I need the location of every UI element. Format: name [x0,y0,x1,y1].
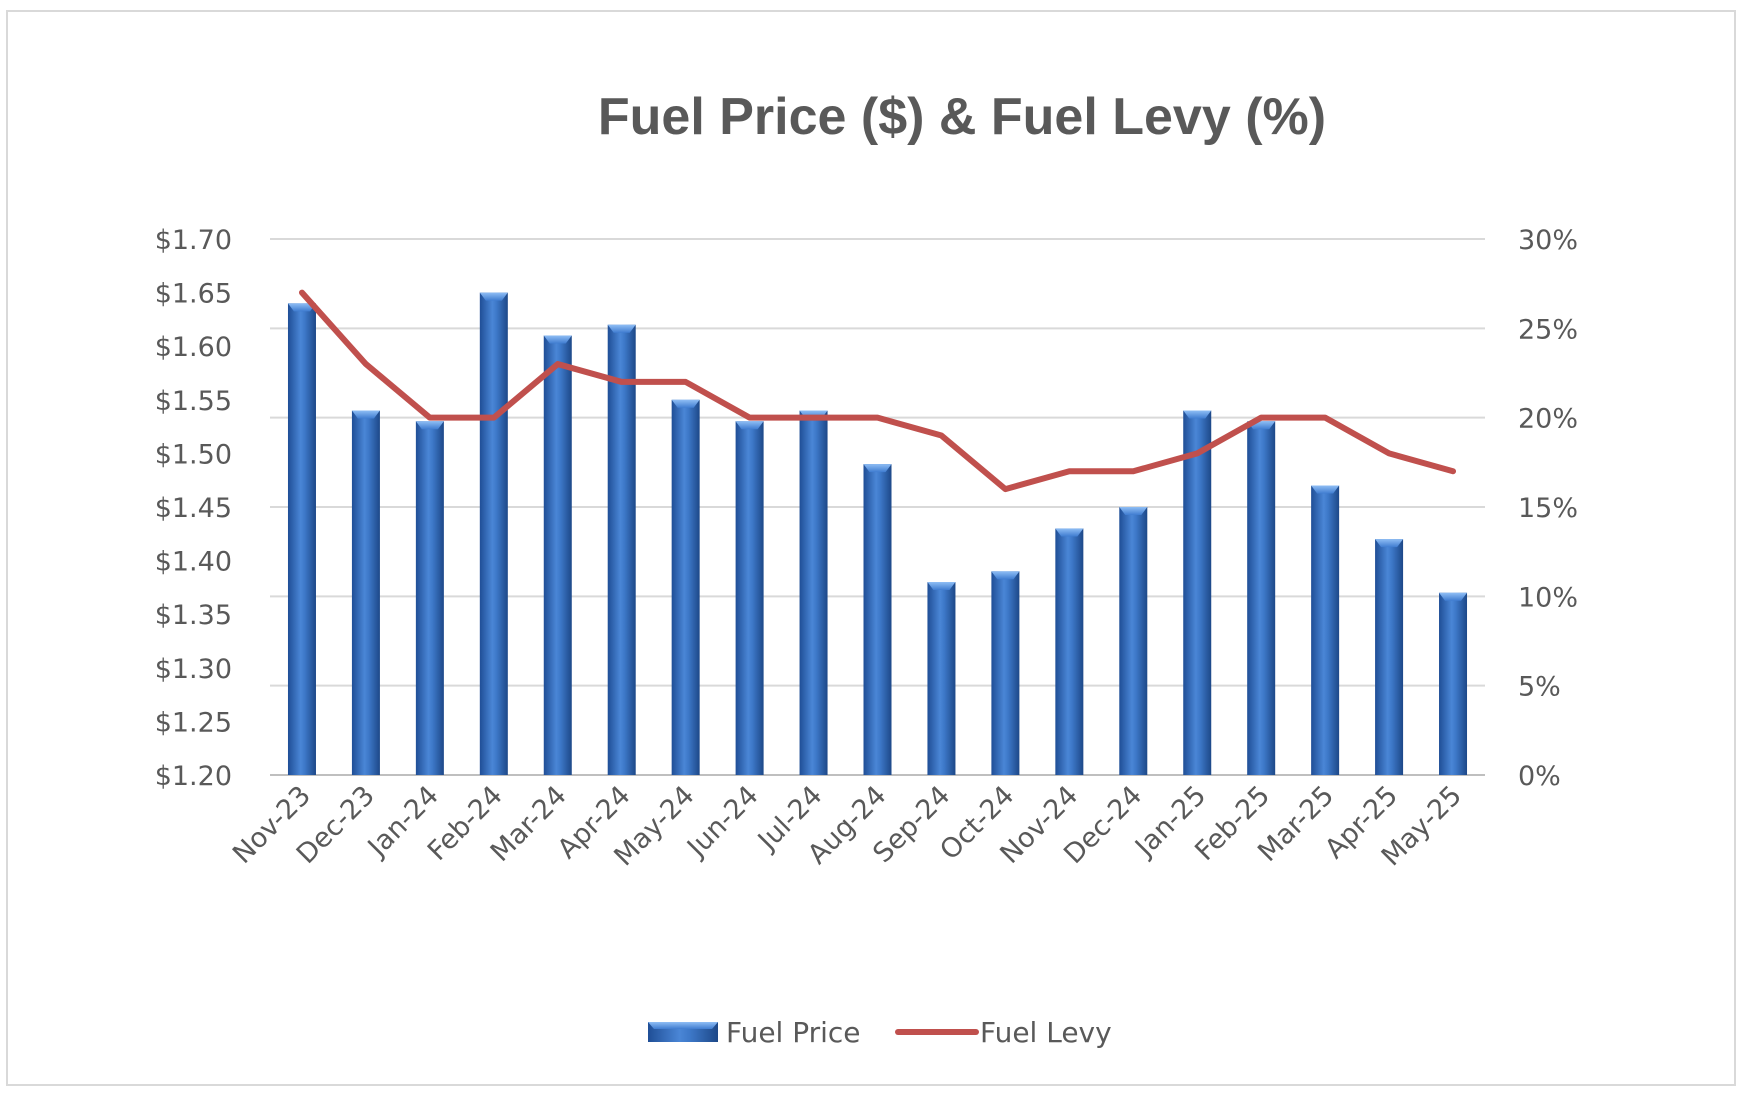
left-tick-label: $1.50 [155,439,232,470]
x-axis: Nov-23Dec-23Jan-24Feb-24Mar-24Apr-24May-… [227,780,1468,872]
fuel-levy-line-group [298,289,1457,493]
fuel-price-bar [607,324,636,775]
fuel-price-bar [1055,528,1084,775]
fuel-price-bar-cap [671,399,700,408]
right-tick-label: 30% [1518,225,1578,256]
fuel-price-bar-cap [543,335,572,344]
right-tick-label: 15% [1518,493,1578,524]
fuel-price-bar-cap [1055,528,1084,537]
legend-label-fuel-levy: Fuel Levy [980,1016,1112,1049]
legend-label-fuel-price: Fuel Price [726,1016,861,1049]
right-tick-label: 10% [1518,582,1578,613]
left-tick-label: $1.40 [155,547,232,578]
right-tick-label: 20% [1518,404,1578,435]
fuel-price-bar-cap [927,582,956,591]
left-tick-label: $1.30 [155,654,232,685]
left-tick-label: $1.55 [155,386,232,417]
left-tick-label: $1.60 [155,332,232,363]
fuel-price-bar [799,410,828,775]
fuel-price-bar [863,464,892,775]
fuel-price-bar-cap [479,292,508,301]
fuel-price-bar [1311,485,1340,775]
fuel-price-bar [991,571,1020,775]
fuel-price-bar-cap [991,571,1020,580]
right-tick-label: 0% [1518,761,1561,792]
fuel-price-bar-cap [863,464,892,473]
legend: Fuel Price Fuel Levy [648,1016,1112,1049]
fuel-price-bar [479,292,508,775]
fuel-price-bar-cap [607,324,636,333]
fuel-price-bar [671,399,700,775]
fuel-price-bar [351,410,380,775]
fuel-price-bar [1119,507,1148,775]
fuel-price-bar-cap [1439,592,1468,601]
fuel-price-bar [415,421,444,775]
right-axis: 0% 5% 10% 15% 20% 25% 30% [1518,225,1578,792]
fuel-price-bars [287,292,1468,775]
fuel-price-bar-cap [735,421,764,430]
fuel-price-bar-cap [415,421,444,430]
fuel-price-bar-cap [1183,410,1212,419]
chart-title: Fuel Price ($) & Fuel Levy (%) [598,88,1326,146]
fuel-price-bar [927,582,956,775]
fuel-price-bar [735,421,764,775]
right-tick-label: 5% [1518,672,1561,703]
fuel-price-bar [1375,539,1404,775]
fuel-price-bar [1247,421,1276,775]
fuel-price-bar-cap [1311,485,1340,494]
left-axis: $1.20 $1.25 $1.30 $1.35 $1.40 $1.45 $1.50 $1.55… [155,225,232,792]
fuel-price-bar [543,335,572,775]
left-tick-label: $1.25 [155,707,232,738]
left-tick-label: $1.65 [155,279,232,310]
fuel-price-bar-cap [1119,507,1148,515]
fuel-price-bar-cap [1375,539,1404,548]
fuel-price-bar [1183,410,1212,775]
left-tick-label: $1.70 [155,225,232,256]
left-tick-label: $1.35 [155,600,232,631]
left-tick-label: $1.45 [155,493,232,524]
x-tick-label: Jun-24 [680,780,764,864]
fuel-price-bar [1439,592,1468,775]
fuel-price-bar-cap [351,410,380,419]
left-tick-label: $1.20 [155,761,232,792]
fuel-price-bar [287,303,316,775]
right-tick-label: 25% [1518,314,1578,345]
legend-swatch-fuel-price-cap [648,1022,718,1029]
fuel-levy-line [298,289,1457,493]
fuel-price-bar-cap [287,303,316,312]
